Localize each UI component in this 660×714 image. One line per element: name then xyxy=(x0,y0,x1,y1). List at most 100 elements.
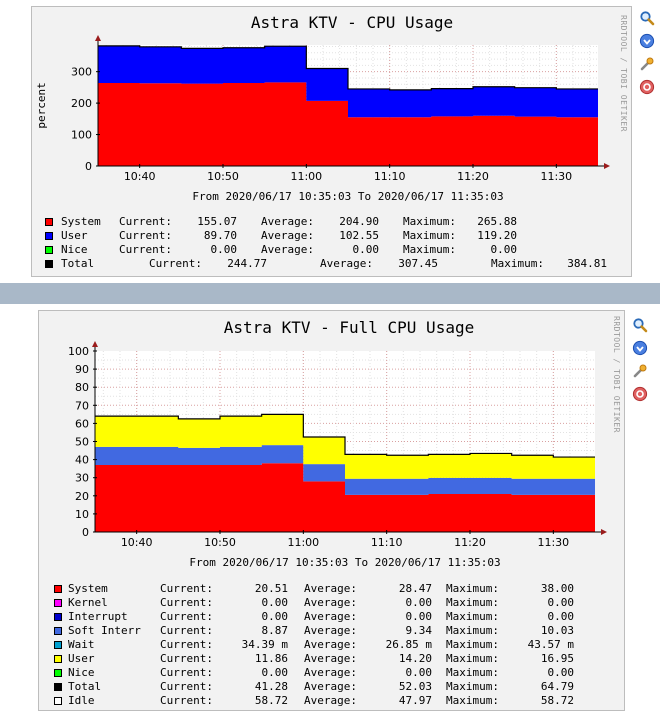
zoom-icon[interactable] xyxy=(632,317,648,333)
legend-swatch xyxy=(45,246,53,254)
y-tick-label: 100 xyxy=(68,345,89,358)
legend-maximum-value: 384.81 xyxy=(567,257,607,270)
legend-series-name: Kernel xyxy=(68,596,108,609)
legend-swatch xyxy=(54,613,62,621)
y-tick-label: 90 xyxy=(75,363,89,376)
legend-current-value: 8.87 xyxy=(261,624,289,637)
legend-average-label: Average: xyxy=(304,610,357,623)
chart-title: Astra KTV - Full CPU Usage xyxy=(224,318,474,337)
y-tick-label: 200 xyxy=(71,97,92,110)
close-circle-icon[interactable] xyxy=(639,79,655,95)
legend-current-value: 41.28 xyxy=(254,680,288,693)
legend-average-value: 102.55 xyxy=(339,229,379,242)
legend-average-value: 14.20 xyxy=(398,652,432,665)
legend-swatch xyxy=(54,683,62,691)
wrench-icon[interactable] xyxy=(632,363,648,379)
legend-current-label: Current: xyxy=(160,624,213,637)
legend-maximum-label: Maximum: xyxy=(403,243,456,256)
y-tick-label: 300 xyxy=(71,66,92,79)
x-tick-label: 10:50 xyxy=(204,536,236,549)
arrow-down-circle-icon[interactable] xyxy=(639,33,655,49)
legend-maximum-value: 16.95 xyxy=(540,652,574,665)
legend-current-value: 34.39 m xyxy=(241,638,288,651)
legend-series-name: User xyxy=(68,652,95,665)
legend-current-value: 0.00 xyxy=(261,596,289,609)
legend-swatch xyxy=(54,669,62,677)
time-range-label: From 2020/06/17 10:35:03 To 2020/06/17 1… xyxy=(189,556,500,569)
legend-swatch xyxy=(54,655,62,663)
x-tick-label: 11:10 xyxy=(371,536,403,549)
legend-current-label: Current: xyxy=(160,610,213,623)
area-system xyxy=(95,463,595,532)
legend-maximum-value: 0.00 xyxy=(547,610,575,623)
legend-row-nice: Nice Current: 0.00 Average: 0.00 Maximum: 0.00 xyxy=(54,666,614,680)
legend-current-value: 0.00 xyxy=(210,243,238,256)
total-line xyxy=(95,413,595,458)
legend-maximum-label: Maximum: xyxy=(446,666,499,679)
legend-maximum-label: Maximum: xyxy=(491,257,544,270)
time-range-label: From 2020/06/17 10:35:03 To 2020/06/17 1… xyxy=(192,190,503,203)
y-tick-label: 10 xyxy=(75,508,89,521)
x-tick-label: 11:30 xyxy=(540,170,572,183)
full-cpu-usage-graph: Astra KTV - Full CPU Usage 0 10 20 30 40 50 60 7… xyxy=(38,310,625,711)
legend-current-value: 58.72 xyxy=(254,694,288,707)
y-tick-label: 20 xyxy=(75,490,89,503)
legend-series-name: System xyxy=(61,215,101,228)
legend-current-value: 0.00 xyxy=(261,666,289,679)
legend-row-total: Total Current: 41.28 Average: 52.03 Maximum: 6… xyxy=(54,680,614,694)
area-system xyxy=(98,82,598,166)
y-axis-label: percent xyxy=(35,82,48,128)
cpu-usage-chart: Astra KTV - CPU Usage 0 100 200 300 10:40 10:5… xyxy=(35,13,610,203)
legend-maximum-label: Maximum: xyxy=(446,596,499,609)
wrench-icon[interactable] xyxy=(639,56,655,72)
legend-maximum-value: 38.00 xyxy=(540,582,574,595)
legend-average-label: Average: xyxy=(304,652,357,665)
x-tick-label: 10:40 xyxy=(124,170,156,183)
y-tick-label: 100 xyxy=(71,129,92,142)
rrdtool-watermark: RRDTOOL / TOBI OETIKER xyxy=(612,316,621,433)
legend-current-value: 155.07 xyxy=(197,215,237,228)
legend-series-name: Total xyxy=(68,680,102,693)
y-tick-label: 0 xyxy=(85,160,92,173)
legend-maximum-label: Maximum: xyxy=(446,638,499,651)
legend-average-label: Average: xyxy=(304,694,357,707)
chart-title: Astra KTV - CPU Usage xyxy=(251,13,453,32)
legend-row-system: System Current: 155.07 Average: 204.90 Maximu… xyxy=(45,215,615,229)
legend-current-value: 244.77 xyxy=(227,257,267,270)
legend-average-label: Average: xyxy=(261,243,314,256)
x-tick-label: 10:40 xyxy=(121,536,153,549)
legend-average-label: Average: xyxy=(304,680,357,693)
legend-average-label: Average: xyxy=(261,215,314,228)
legend-current-value: 11.86 xyxy=(254,652,288,665)
legend-average-label: Average: xyxy=(304,596,357,609)
close-circle-icon[interactable] xyxy=(632,386,648,402)
graph-separator xyxy=(0,283,660,304)
legend-current-label: Current: xyxy=(160,694,213,707)
arrow-down-circle-icon[interactable] xyxy=(632,340,648,356)
legend-series-name: Soft Interr xyxy=(68,624,141,637)
y-tick-label: 80 xyxy=(75,381,89,394)
y-tick-label: 30 xyxy=(75,472,89,485)
legend-average-value: 0.00 xyxy=(405,666,433,679)
x-tick-label: 11:30 xyxy=(537,536,569,549)
x-tick-label: 11:00 xyxy=(287,536,319,549)
legend-swatch xyxy=(54,599,62,607)
legend-current-label: Current: xyxy=(119,243,172,256)
legend-row-system: System Current: 20.51 Average: 28.47 Maximum:… xyxy=(54,582,614,596)
x-tick-label: 11:20 xyxy=(454,536,486,549)
legend-average-value: 26.85 m xyxy=(385,638,432,651)
legend-swatch xyxy=(45,260,53,268)
legend-current-value: 0.00 xyxy=(261,610,289,623)
legend-current-label: Current: xyxy=(160,582,213,595)
legend-swatch xyxy=(45,218,53,226)
x-tick-label: 10:50 xyxy=(207,170,239,183)
zoom-icon[interactable] xyxy=(639,10,655,26)
legend-current-label: Current: xyxy=(160,666,213,679)
legend-maximum-label: Maximum: xyxy=(446,694,499,707)
legend-maximum-label: Maximum: xyxy=(446,624,499,637)
legend-swatch xyxy=(45,232,53,240)
legend-average-value: 0.00 xyxy=(405,610,433,623)
legend-maximum-label: Maximum: xyxy=(446,610,499,623)
x-tick-label: 11:10 xyxy=(374,170,406,183)
legend-current-label: Current: xyxy=(160,638,213,651)
